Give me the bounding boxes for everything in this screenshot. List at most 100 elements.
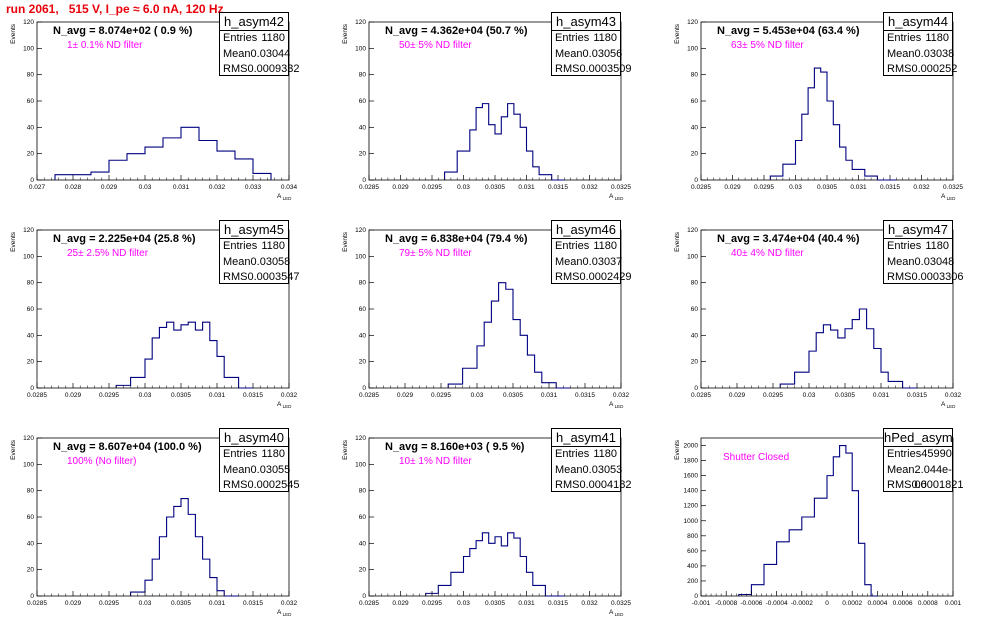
x-tick-label: 0.032: [613, 392, 630, 399]
x-tick-label: 0.029: [101, 184, 118, 191]
histogram-name: h_asym42: [220, 13, 288, 31]
x-tick-label: 0.034: [281, 184, 298, 191]
histogram-series: [769, 67, 897, 181]
stats-label: Mean: [223, 255, 251, 268]
stats-value: 0.0001821: [911, 479, 964, 491]
stats-label: Mean: [555, 47, 583, 60]
stats-label: Mean: [887, 47, 915, 60]
x-tick-label: 0.0315: [548, 600, 568, 607]
stats-row-entries: Entries 1180: [220, 447, 288, 463]
x-tick-label: 0.031: [850, 184, 867, 191]
histogram-panel: 0.0285 0.029 0.0295 0.03 0.0305 0.031 0.0315 0.…: [332, 416, 652, 617]
y-tick-label: 100: [687, 253, 698, 260]
x-tick-label: 0.031: [518, 184, 535, 191]
y-tick-label: 0: [30, 385, 34, 392]
stats-value: 0.0002545: [247, 479, 300, 491]
y-tick-label: 120: [23, 227, 34, 234]
x-tick-label: 0.032: [581, 184, 598, 191]
x-tick-label: 0.0285: [691, 392, 711, 399]
y-tick-label: 60: [27, 514, 35, 521]
x-tick-label: 0.0305: [835, 392, 855, 399]
stats-label: Mean: [887, 255, 915, 268]
stats-label: RMS: [223, 63, 248, 75]
y-tick-label: 2000: [684, 443, 699, 450]
y-tick-label: 80: [27, 280, 35, 287]
stats-box: h_asym45 Entries 1180 Mean 0.03058 RMS 0.00035…: [219, 220, 299, 284]
stats-value: 0.03038: [914, 47, 955, 60]
y-axis-title: Events: [674, 439, 681, 460]
navg-label: N_avg = 4.362e+04 (50.7 %): [385, 25, 528, 37]
x-tick-label: 0.0325: [943, 184, 963, 191]
y-tick-label: 20: [691, 359, 699, 366]
histogram-series: [130, 498, 239, 597]
stats-row-rms: RMS 0.000252: [884, 62, 957, 78]
histogram-series: [54, 126, 272, 180]
x-tick-label: 0.033: [245, 184, 262, 191]
x-tick-label: 0.029: [397, 392, 414, 399]
histogram-plot: 0.0285 0.029 0.0295 0.03 0.0305 0.031 0.0315 0.…: [342, 19, 631, 201]
x-tick-label: 0.032: [281, 600, 298, 607]
stats-label: Mean: [223, 463, 251, 476]
stats-box: h_asym42 Entries 1180 Mean 0.03044 RMS 0.00093…: [219, 12, 299, 78]
filter-note: 40± 4% ND filter: [731, 248, 804, 259]
histogram-panel: 0.0285 0.029 0.0295 0.03 0.0305 0.031 0.0315 0.…: [0, 416, 320, 617]
x-tick-label: 0.031: [173, 184, 190, 191]
stats-value: 1180: [925, 32, 949, 44]
x-tick-label: 0.0285: [359, 184, 379, 191]
x-tick-label: 0.032: [209, 184, 226, 191]
x-tick-label: 0.001: [945, 600, 962, 607]
x-tick-label: 0.0305: [503, 392, 523, 399]
y-tick-label: 120: [23, 435, 34, 442]
histogram-panel: 0.027 0.028 0.029 0.03 0.031 0.032 0.033 0.034 0…: [0, 0, 320, 201]
stats-value: 0.03044: [250, 47, 291, 60]
histogram-name: h_asym41: [552, 429, 620, 447]
x-tick-label: 0.0006: [893, 600, 913, 607]
y-tick-label: 0: [362, 593, 366, 600]
x-tick-label: 0.0315: [880, 184, 900, 191]
x-tick-label: 0.031: [541, 392, 558, 399]
stats-label: Entries: [887, 240, 922, 252]
histogram-name: h_asym44: [884, 13, 952, 31]
histogram-series: [779, 308, 917, 389]
stats-value: 0.0003306: [911, 271, 964, 283]
stats-row-mean: Mean 0.03044: [220, 47, 291, 63]
stats-label: RMS: [555, 271, 580, 283]
filter-note: 79± 5% ND filter: [399, 248, 472, 259]
x-axis-title: A LED: [277, 609, 292, 617]
y-tick-label: 40: [359, 332, 367, 339]
y-axis-title: Events: [10, 23, 17, 44]
x-tick-label: 0.0325: [611, 600, 631, 607]
y-tick-label: 40: [691, 124, 699, 131]
stats-row-mean: Mean 0.03038: [884, 47, 955, 63]
histogram-series: [447, 282, 571, 389]
y-tick-label: 120: [23, 19, 34, 26]
stats-label: RMS: [887, 271, 912, 283]
x-tick-label: 0.03: [803, 392, 816, 399]
x-tick-label: 0.0285: [27, 392, 47, 399]
x-tick-label: -0.0002: [791, 600, 813, 607]
stats-row-mean: Mean 0.03053: [552, 463, 622, 479]
y-tick-label: 100: [355, 253, 366, 260]
y-tick-label: 40: [27, 332, 35, 339]
x-tick-label: 0.0295: [422, 184, 442, 191]
stats-row-mean: Mean 0.03058: [220, 255, 290, 271]
y-axis-title: Events: [342, 231, 349, 252]
x-axis-title: A LED: [609, 609, 624, 617]
y-tick-label: 80: [359, 72, 367, 79]
y-tick-label: 0: [362, 385, 366, 392]
x-tick-label: 0.0295: [99, 600, 119, 607]
stats-box: h_asym41 Entries 1180 Mean 0.03053 RMS 0.00041…: [551, 428, 631, 492]
stats-row-rms: RMS 0.0009332: [220, 62, 299, 78]
histogram-panel: 0.0285 0.029 0.0295 0.03 0.0305 0.031 0.0315 0.…: [332, 208, 652, 409]
y-tick-label: 0: [362, 177, 366, 184]
histogram-series: [115, 321, 253, 389]
y-tick-label: 1400: [684, 488, 699, 495]
y-tick-label: 120: [355, 227, 366, 234]
stats-label: Entries: [887, 448, 922, 460]
stats-label: Mean: [223, 47, 251, 60]
y-tick-label: 20: [691, 151, 699, 158]
x-tick-label: 0.032: [581, 600, 598, 607]
histogram-panel: 0.0285 0.029 0.0295 0.03 0.0305 0.031 0.0315 0.…: [664, 208, 984, 409]
stats-value: 0.03048: [914, 255, 955, 268]
x-tick-label: 0.0305: [485, 184, 505, 191]
